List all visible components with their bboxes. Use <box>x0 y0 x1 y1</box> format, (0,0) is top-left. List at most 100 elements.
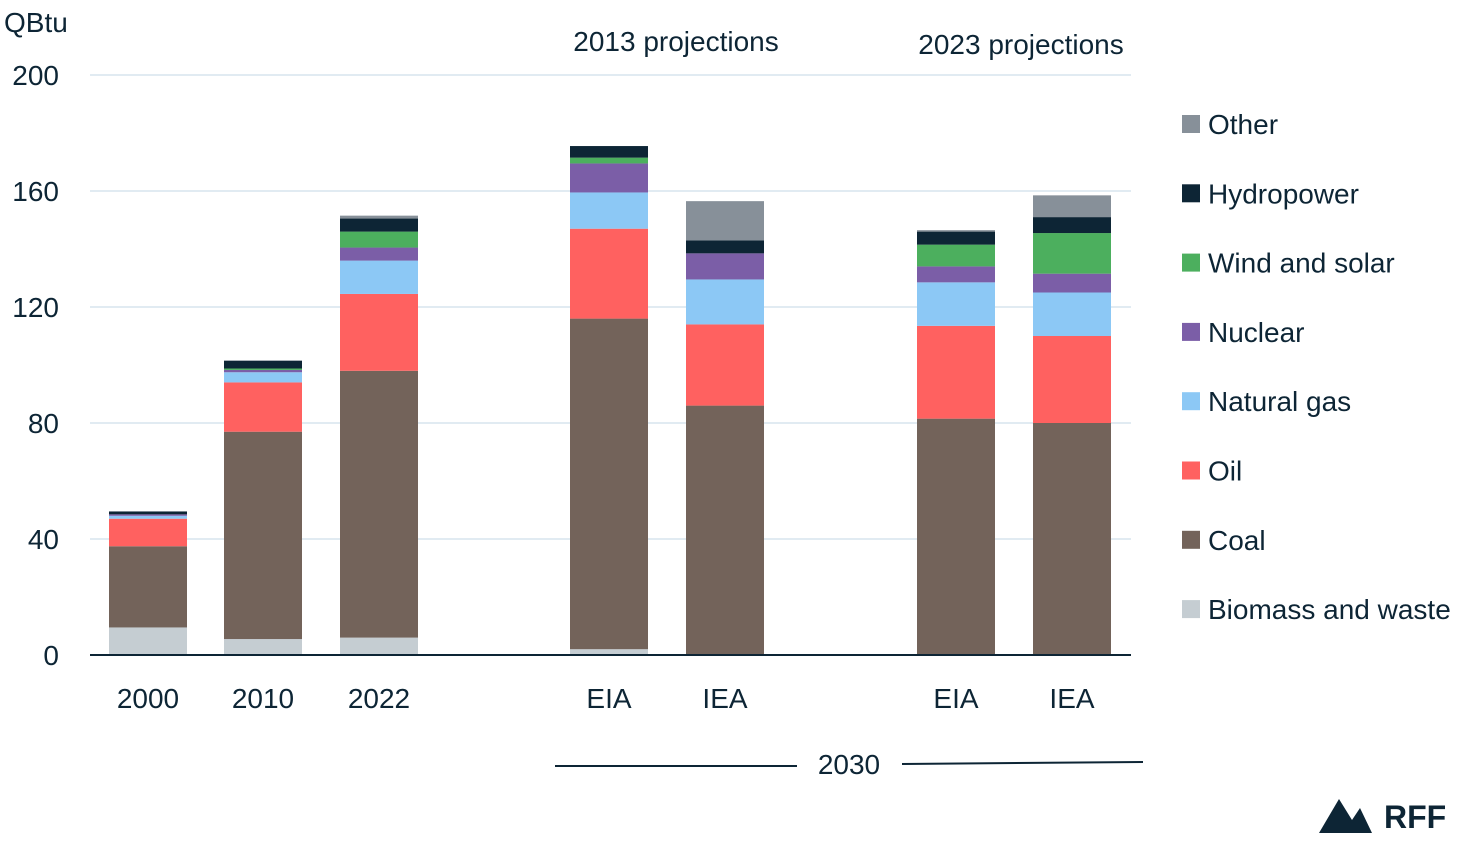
bar-segment <box>917 266 995 283</box>
bar-segment <box>109 518 187 547</box>
bar-segment <box>109 546 187 628</box>
legend-label: Nuclear <box>1208 317 1304 348</box>
bar-segment <box>570 649 648 655</box>
x-tick-label: IEA <box>702 683 747 714</box>
bar-segment <box>340 218 418 232</box>
y-tick-label: 200 <box>12 60 59 91</box>
bar-segment <box>686 279 764 325</box>
bracket-line-right <box>901 761 1144 765</box>
bar-segment <box>109 511 187 515</box>
bar-segment <box>340 260 418 294</box>
group-label-2013-projections: 2013 projections <box>573 26 778 57</box>
legend-swatch <box>1182 392 1200 411</box>
mountain-logo-icon <box>1319 799 1372 833</box>
bar-segment <box>917 231 995 245</box>
bar-segment <box>109 627 187 655</box>
group-label-2023-projections: 2023 projections <box>918 29 1123 60</box>
legend-swatch <box>1182 115 1200 133</box>
bar-segment <box>109 515 187 519</box>
legend-label: Oil <box>1208 456 1242 487</box>
bar-stack <box>340 215 418 655</box>
bar-stack <box>109 511 187 655</box>
y-tick-label: 120 <box>12 292 59 323</box>
bar-segment <box>570 192 648 229</box>
y-tick-label: 80 <box>28 408 59 439</box>
bar-segment <box>570 228 648 319</box>
bar-segment <box>224 639 302 655</box>
legend-label: Wind and solar <box>1208 248 1395 279</box>
x-tick-labels: 2000 2010 2022 EIA IEA EIA IEA <box>117 683 1095 714</box>
bar-segment <box>570 163 648 193</box>
bar-segment <box>1033 195 1111 218</box>
bar-segment <box>917 244 995 267</box>
legend-item: Biomass and waste <box>1182 594 1451 625</box>
y-axis-title: QBtu <box>4 7 68 38</box>
y-tick-label: 160 <box>12 176 59 207</box>
legend-label: Coal <box>1208 525 1266 556</box>
bar-segment <box>917 282 995 326</box>
bar-segment <box>224 372 302 383</box>
bar-stack <box>686 201 764 655</box>
bar-segment <box>224 360 302 369</box>
bar-segment <box>570 157 648 164</box>
bar-segment <box>917 325 995 419</box>
legend: Other Hydropower Wind and solar Nuclear Natu… <box>1182 109 1451 625</box>
bracket-label-2030: 2030 <box>818 749 880 780</box>
x-tick-label: EIA <box>933 683 978 714</box>
y-tick-label: 0 <box>43 640 59 671</box>
legend-item: Nuclear <box>1182 317 1304 348</box>
legend-swatch <box>1182 461 1200 480</box>
legend-label: Hydropower <box>1208 178 1359 209</box>
bar-stack <box>570 146 648 655</box>
bar-segment <box>340 293 418 371</box>
bar-segment <box>917 418 995 655</box>
bar-segment <box>1033 292 1111 336</box>
bar-segment <box>686 253 764 280</box>
bar-segment <box>340 370 418 638</box>
x-tick-label: 2022 <box>348 683 410 714</box>
bar-stack <box>1033 195 1111 655</box>
bar-segment <box>1033 217 1111 234</box>
bar-segment <box>109 514 187 516</box>
bar-segment <box>340 637 418 655</box>
bar-segment <box>340 215 418 219</box>
legend-swatch <box>1182 530 1200 549</box>
bar-segment <box>1033 336 1111 423</box>
y-tick-labels: 0 40 80 120 160 200 <box>12 60 59 671</box>
bar-segment <box>686 405 764 655</box>
bar-segment <box>340 247 418 261</box>
bar-segment <box>1033 423 1111 655</box>
legend-item: Oil <box>1182 456 1242 487</box>
legend-item: Hydropower <box>1182 178 1359 209</box>
legend-label: Biomass and waste <box>1208 594 1451 625</box>
bar-segment <box>224 369 302 373</box>
bar-segment <box>340 231 418 248</box>
bar-segment <box>1033 233 1111 274</box>
bar-segment <box>570 318 648 650</box>
legend-swatch <box>1182 253 1200 272</box>
legend-swatch <box>1182 184 1200 203</box>
legend-label: Natural gas <box>1208 386 1351 417</box>
bar-segment <box>224 368 302 370</box>
legend-label: Other <box>1208 109 1278 140</box>
bar-segment <box>686 201 764 241</box>
legend-item: Other <box>1182 109 1278 140</box>
bar-stack <box>917 230 995 655</box>
bar-stack <box>224 360 302 655</box>
x-tick-label: 2010 <box>232 683 294 714</box>
legend-swatch <box>1182 322 1200 341</box>
y-tick-label: 40 <box>28 524 59 555</box>
bar-segment <box>1033 273 1111 293</box>
legend-item: Natural gas <box>1182 386 1351 417</box>
bars <box>109 146 1111 655</box>
x-tick-label: 2000 <box>117 683 179 714</box>
brand-logo: RFF <box>1319 799 1446 835</box>
bar-segment <box>686 324 764 406</box>
legend-swatch <box>1182 600 1200 619</box>
bar-segment <box>224 431 302 640</box>
x-tick-label: EIA <box>586 683 631 714</box>
bar-segment <box>686 240 764 254</box>
x-tick-label: IEA <box>1049 683 1094 714</box>
legend-item: Wind and solar <box>1182 248 1395 279</box>
